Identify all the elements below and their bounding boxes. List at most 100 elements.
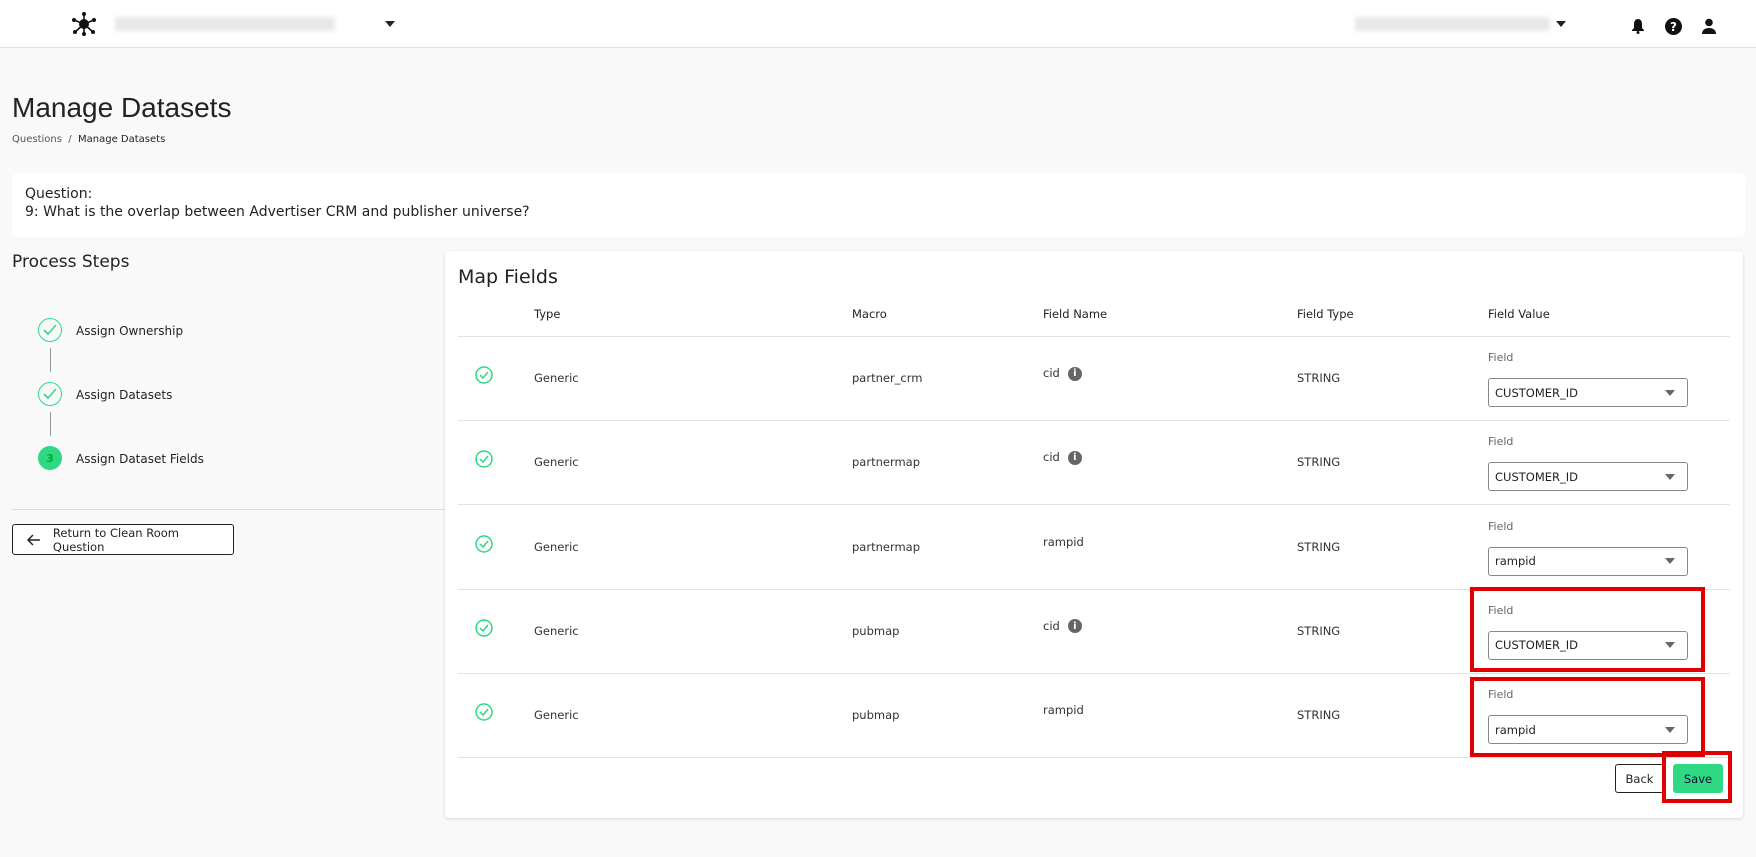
- column-header-macro: Macro: [852, 307, 887, 321]
- step-number-badge: 3: [38, 446, 62, 470]
- top-bar: ?: [0, 0, 1756, 48]
- field-value-select[interactable]: rampid: [1488, 715, 1688, 745]
- check-circle-icon: [475, 703, 493, 721]
- field-name-text: cid: [1043, 366, 1060, 380]
- select-value: CUSTOMER_ID: [1495, 469, 1578, 484]
- chevron-down-icon[interactable]: [385, 21, 395, 27]
- cell-field-name: cid i: [1043, 619, 1082, 634]
- cell-type: Generic: [534, 708, 579, 723]
- row-divider: [458, 757, 1730, 759]
- chevron-down-icon: [1665, 558, 1675, 565]
- map-fields-title: Map Fields: [458, 266, 558, 288]
- cell-macro: partner_crm: [852, 371, 923, 385]
- chevron-down-icon: [1665, 389, 1675, 396]
- cell-field-type: STRING: [1297, 539, 1341, 554]
- back-button[interactable]: Back: [1615, 764, 1664, 793]
- field-label: Field: [1488, 519, 1514, 533]
- question-label: Question:: [25, 186, 93, 202]
- row-divider: [458, 588, 1730, 590]
- cell-field-type: STRING: [1297, 371, 1341, 385]
- chevron-down-icon[interactable]: [1556, 21, 1566, 27]
- select-value: CUSTOMER_ID: [1495, 385, 1578, 400]
- row-divider: [458, 672, 1730, 674]
- step-complete-icon: [38, 382, 62, 406]
- cell-field-name: rampid: [1043, 703, 1084, 717]
- field-label: Field: [1488, 435, 1514, 449]
- field-label: Field: [1488, 603, 1514, 617]
- field-value-select[interactable]: CUSTOMER_ID: [1488, 462, 1688, 492]
- breadcrumb: Questions / Manage Datasets: [12, 134, 165, 145]
- account-selector[interactable]: [1355, 17, 1550, 31]
- select-value: CUSTOMER_ID: [1495, 638, 1578, 653]
- save-button[interactable]: Save: [1673, 764, 1723, 793]
- field-value-select[interactable]: CUSTOMER_ID: [1488, 378, 1688, 407]
- question-card: Question: 9: What is the overlap between…: [12, 173, 1745, 237]
- chevron-down-icon: [1665, 642, 1675, 649]
- column-header-field-type: Field Type: [1297, 307, 1354, 321]
- field-value-select[interactable]: CUSTOMER_ID: [1488, 630, 1688, 660]
- arrow-left-icon: [27, 534, 40, 545]
- cell-field-name: cid i: [1043, 450, 1082, 465]
- field-label: Field: [1488, 351, 1514, 364]
- cell-type: Generic: [534, 623, 579, 638]
- cell-macro: partnermap: [852, 539, 921, 554]
- check-circle-icon: [475, 534, 493, 553]
- header-divider: [458, 336, 1730, 337]
- info-icon[interactable]: i: [1067, 619, 1082, 634]
- chevron-down-icon: [1665, 473, 1675, 480]
- select-value: rampid: [1495, 554, 1536, 569]
- highlight-box: [1470, 587, 1705, 672]
- check-circle-icon: [475, 366, 493, 384]
- user-icon[interactable]: [1701, 18, 1717, 34]
- field-value-select[interactable]: rampid: [1488, 546, 1688, 576]
- step-complete-icon: [38, 318, 62, 342]
- process-steps-title: Process Steps: [12, 252, 130, 272]
- check-circle-icon: [475, 450, 493, 469]
- field-label: Field: [1488, 688, 1514, 702]
- svg-text:?: ?: [1670, 20, 1677, 34]
- step-connector: [50, 412, 51, 436]
- return-label: Return to Clean Room Question: [52, 525, 179, 554]
- chevron-down-icon: [1665, 726, 1675, 733]
- highlight-box: [1662, 751, 1732, 803]
- field-name-text: rampid: [1043, 534, 1084, 549]
- cell-type: Generic: [534, 371, 579, 385]
- info-icon[interactable]: i: [1067, 450, 1082, 465]
- cell-field-name: cid i: [1043, 366, 1082, 381]
- field-name-text: cid: [1043, 618, 1060, 633]
- bell-icon[interactable]: [1631, 18, 1645, 34]
- highlight-box: [1470, 677, 1705, 757]
- network-logo-icon[interactable]: [72, 12, 96, 36]
- breadcrumb-questions[interactable]: Questions: [12, 134, 62, 145]
- column-header-type: Type: [534, 307, 561, 321]
- cell-field-type: STRING: [1297, 623, 1341, 638]
- cell-type: Generic: [534, 455, 579, 470]
- cell-macro: pubmap: [852, 708, 900, 723]
- row-divider: [458, 420, 1730, 421]
- breadcrumb-separator: /: [65, 134, 79, 145]
- return-to-question-button[interactable]: Return to Clean Room Question: [12, 524, 234, 555]
- step-assign-datasets: Assign Datasets: [76, 388, 173, 402]
- org-selector[interactable]: [115, 17, 335, 31]
- cell-macro: partnermap: [852, 455, 921, 470]
- info-icon[interactable]: i: [1067, 366, 1082, 381]
- page-title: Manage Datasets: [12, 92, 232, 123]
- help-icon[interactable]: ?: [1665, 18, 1682, 35]
- check-circle-icon: [475, 619, 493, 637]
- field-name-text: cid: [1043, 450, 1060, 465]
- step-connector: [50, 348, 51, 372]
- column-header-field-name: Field Name: [1043, 307, 1108, 321]
- cell-field-type: STRING: [1297, 455, 1341, 470]
- row-divider: [458, 504, 1730, 506]
- cell-field-type: STRING: [1297, 708, 1341, 723]
- step-assign-ownership: Assign Ownership: [76, 324, 184, 338]
- question-text: 9: What is the overlap between Advertise…: [25, 204, 530, 220]
- cell-type: Generic: [534, 539, 579, 554]
- breadcrumb-current: Manage Datasets: [78, 134, 166, 145]
- cell-macro: pubmap: [852, 623, 900, 638]
- divider: [12, 509, 445, 510]
- map-fields-card: Map Fields Type Macro Field Name Field T…: [445, 251, 1743, 818]
- cell-field-name: rampid: [1043, 535, 1084, 549]
- step-assign-dataset-fields: Assign Dataset Fields: [76, 452, 204, 466]
- select-value: rampid: [1495, 722, 1536, 737]
